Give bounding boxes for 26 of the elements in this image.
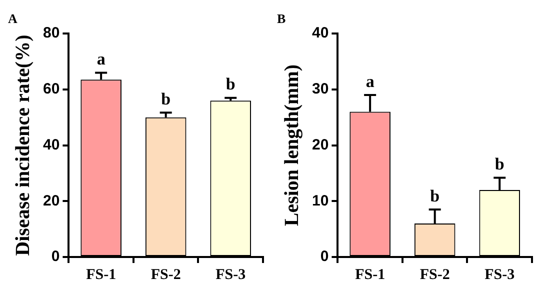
- annotation: b: [226, 74, 236, 94]
- annotation: a: [96, 50, 106, 69]
- x-tick-label: FS-1: [86, 266, 116, 283]
- y-axis-title: Disease incidence rate(%): [12, 34, 34, 256]
- y-axis-title: Lesion length(mm): [281, 64, 304, 226]
- x-tick-label: FS-3: [484, 266, 515, 283]
- annotation: b: [430, 186, 440, 206]
- y-tick-label: 40: [312, 24, 329, 42]
- y-tick-label: 10: [312, 192, 329, 210]
- chart-title: A: [8, 11, 18, 26]
- annotation: b: [161, 90, 171, 109]
- y-tick-label: 30: [312, 80, 329, 98]
- y-tick-label: 0: [320, 248, 329, 266]
- y-tick-label: 20: [42, 192, 60, 210]
- chart-title: B: [277, 11, 286, 26]
- x-tick-label: FS-1: [355, 266, 386, 283]
- x-tick-label: FS-2: [150, 266, 181, 283]
- x-tick-label: FS-2: [420, 266, 450, 283]
- y-tick-label: 0: [51, 248, 60, 266]
- y-tick-label: 60: [42, 80, 60, 98]
- x-tick-label: FS-3: [216, 266, 246, 283]
- y-tick-label: 40: [42, 136, 60, 154]
- annotation: b: [494, 154, 504, 174]
- annotation: a: [366, 72, 375, 91]
- y-tick-label: 20: [312, 136, 329, 154]
- y-tick-label: 80: [42, 24, 60, 42]
